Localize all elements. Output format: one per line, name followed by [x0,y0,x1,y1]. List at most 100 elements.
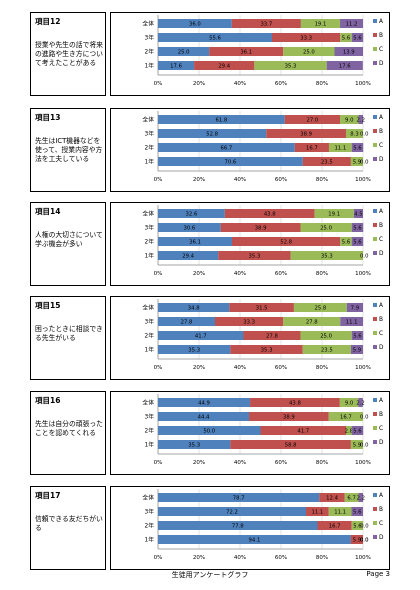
x-tick-label: 20% [193,460,205,466]
bar-segment-D [351,143,364,152]
bar-segment-C [300,223,352,232]
bar-segment-A [158,440,231,449]
bar-segment-D [340,19,363,28]
legend-swatch [373,521,377,525]
data-label: 77.8 [232,524,244,530]
data-label: 5.9 [353,348,361,354]
question-number: 項目13 [35,113,61,122]
data-label: 0.0 [360,132,369,138]
data-label: 50.0 [203,429,215,435]
category-label: 1年 [145,62,155,70]
data-label: 72.2 [226,510,238,516]
bar-segment-B [214,317,284,326]
data-label: 5.6 [353,510,362,516]
x-tick-label: 40% [234,81,246,87]
bar-segment-B [317,521,352,530]
question-panel: 項目12 授業や先生の話で将来の進路や生き方について考えたことがある 0% 20% 40… [30,12,390,96]
data-label: 35.3 [261,348,273,354]
bar-segment-C [344,493,359,502]
data-label: 19.1 [315,22,327,28]
legend-label: A [379,303,383,309]
stacked-bar-chart: 0% 20% 40% 60% 80% 100% 全体 61.8 27.0 9.0 2.2 3年 52.8… [142,111,384,183]
data-label: 25.0 [178,50,190,56]
data-label: 36.1 [189,240,201,246]
data-label: 70.6 [224,160,236,166]
data-label: 35.3 [249,254,261,260]
legend-swatch [373,115,377,119]
data-label: 38.9 [283,415,295,421]
bar-segment-B [260,426,346,435]
data-label: 44.4 [198,415,210,421]
x-tick-label: 60% [275,555,287,561]
legend-swatch [373,412,377,416]
x-tick-label: 100% [355,555,371,561]
x-tick-label: 100% [355,177,371,183]
data-label: 55.6 [209,36,221,42]
bar-segment-C [300,331,352,340]
bar-segment-C [283,317,341,326]
legend-label: D [379,251,384,257]
question-box: 項目14 人権の大切さについて学ぶ機会が多い [30,202,106,286]
question-text: 困ったときに相談できる先生がいる [35,325,103,342]
question-number: 項目12 [35,17,61,26]
data-label: 4.5 [354,212,362,218]
question-panel: 項目14 人権の大切さについて学ぶ機会が多い 0% 20% 40% 60% 80% 100% 全… [30,202,390,286]
data-label: 16.7 [329,524,341,530]
bar-segment-A [158,209,225,218]
x-tick-label: 0% [154,460,163,466]
data-label: 27.8 [181,320,193,326]
data-label: 0.0 [360,524,369,530]
data-label: 5.6 [353,524,362,530]
question-text: 人権の大切さについて学ぶ機会が多い [35,231,103,248]
legend-swatch [373,317,377,321]
data-label: 5.6 [342,240,351,246]
data-label: 29.4 [182,254,194,260]
category-label: 1年 [145,346,155,354]
question-text: 信頼できる友だちがいる [35,515,103,532]
footer-title: 生徒用アンケートグラフ [171,571,249,579]
bar-segment-C [350,157,363,166]
bar-segment-B [249,412,329,421]
x-tick-label: 80% [316,365,328,371]
data-label: 23.5 [321,160,333,166]
legend-label: B [379,129,383,135]
bar-segment-B [350,535,363,544]
x-tick-label: 20% [193,177,205,183]
chart-box: 0% 20% 40% 60% 80% 100% 全体 44.9 43.8 9.0 2.2 3年 44.4… [110,391,390,475]
x-tick-label: 80% [316,81,328,87]
x-tick-label: 20% [193,271,205,277]
bar-segment-D [358,398,363,407]
data-label: 11.1 [334,510,346,516]
x-tick-label: 0% [154,555,163,561]
x-tick-label: 0% [154,81,163,87]
category-label: 1年 [145,441,155,449]
bar-segment-A [158,129,267,138]
data-label: 17.6 [170,64,182,70]
legend-swatch [373,398,377,402]
data-label: 2.8 [345,429,354,435]
x-tick-label: 100% [355,81,371,87]
bar-segment-C [351,521,364,530]
data-label: 34.8 [188,306,200,312]
chart-box: 0% 20% 40% 60% 80% 100% 全体 34.8 31.5 25.8 7.9 3年 27.… [110,296,390,380]
x-tick-label: 80% [316,271,328,277]
stacked-bar-chart: 0% 20% 40% 60% 80% 100% 全体 44.9 43.8 9.0 2.2 3年 44.4… [142,394,384,466]
bar-segment-B [232,237,341,246]
data-label: 25.8 [314,306,326,312]
question-box: 項目17 信頼できる友だちがいる [30,486,106,570]
bar-segment-B [250,398,340,407]
bar-segment-B [230,440,351,449]
data-label: 7.9 [351,306,359,312]
bar-segment-B [224,209,315,218]
data-label: 58.8 [285,443,297,449]
legend-swatch [373,223,377,227]
data-label: 32.6 [186,212,198,218]
data-label: 25.0 [320,334,332,340]
bar-segment-A [158,426,261,435]
bar-segment-C [254,61,327,70]
x-tick-label: 40% [234,177,246,183]
chart-box: 0% 20% 40% 60% 80% 100% 全体 78.7 12.4 6.7 2.2 3年 72.2… [110,486,390,570]
question-box: 項目16 先生は自分の頑張ったことを認めてくれる [30,391,106,475]
legend-label: A [379,115,383,121]
category-label: 3年 [145,224,155,232]
